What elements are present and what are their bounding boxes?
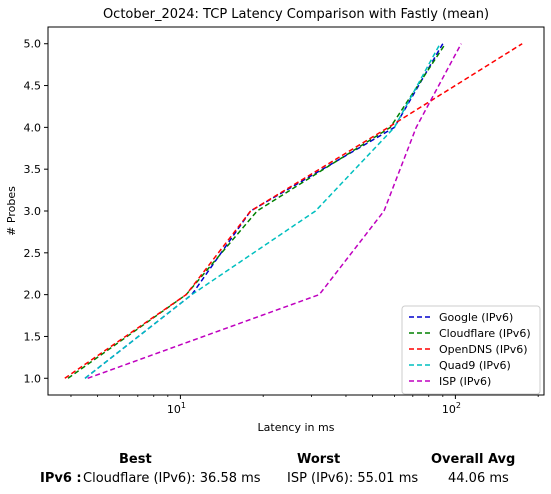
ipv6-row-label: IPv6 :	[40, 471, 82, 486]
y-tick-label: 3.0	[24, 205, 42, 218]
x-tick-label: 101	[167, 401, 186, 416]
worst-header: Worst	[297, 452, 341, 467]
series-line-isp-ipv6	[87, 43, 462, 380]
y-tick-label: 1.0	[24, 372, 42, 385]
series-line-quad9-ipv6	[84, 43, 441, 379]
x-tick-label: 102	[442, 401, 461, 416]
legend: Google (IPv6) Cloudflare (IPv6) OpenDNS (I…	[401, 305, 541, 395]
best-header: Best	[119, 452, 152, 467]
worst-value: ISP (IPv6): 55.01 ms	[287, 471, 419, 486]
best-value: Cloudflare (IPv6): 36.58 ms	[83, 471, 261, 486]
legend-label: ISP (IPv6)	[439, 375, 491, 388]
series-line-opendns-ipv6	[64, 43, 523, 379]
overall-header: Overall Avg	[431, 452, 516, 467]
chart-title: October_2024: TCP Latency Comparison wit…	[103, 7, 489, 22]
series-line-cloudflare-ipv6	[67, 43, 447, 379]
legend-label: Cloudflare (IPv6)	[439, 327, 531, 340]
y-tick-label: 5.0	[24, 38, 42, 51]
y-tick-label: 1.5	[24, 330, 42, 343]
y-tick-label: 2.5	[24, 247, 42, 260]
y-axis-label: # Probes	[5, 186, 18, 236]
summary-table: Best Worst Overall Avg IPv6 : Cloudflare…	[0, 448, 551, 494]
y-tick-label: 4.0	[24, 121, 42, 134]
legend-label: Google (IPv6)	[439, 311, 513, 324]
latency-chart: October_2024: TCP Latency Comparison wit…	[5, 7, 545, 434]
overall-value: 44.06 ms	[448, 471, 509, 486]
x-axis-label: Latency in ms	[258, 421, 335, 434]
legend-label: OpenDNS (IPv6)	[439, 343, 528, 356]
legend-box	[401, 305, 541, 395]
y-tick-label: 3.5	[24, 163, 42, 176]
legend-label: Quad9 (IPv6)	[439, 359, 511, 372]
y-tick-label: 4.5	[24, 80, 42, 93]
y-tick-label: 2.0	[24, 289, 42, 302]
